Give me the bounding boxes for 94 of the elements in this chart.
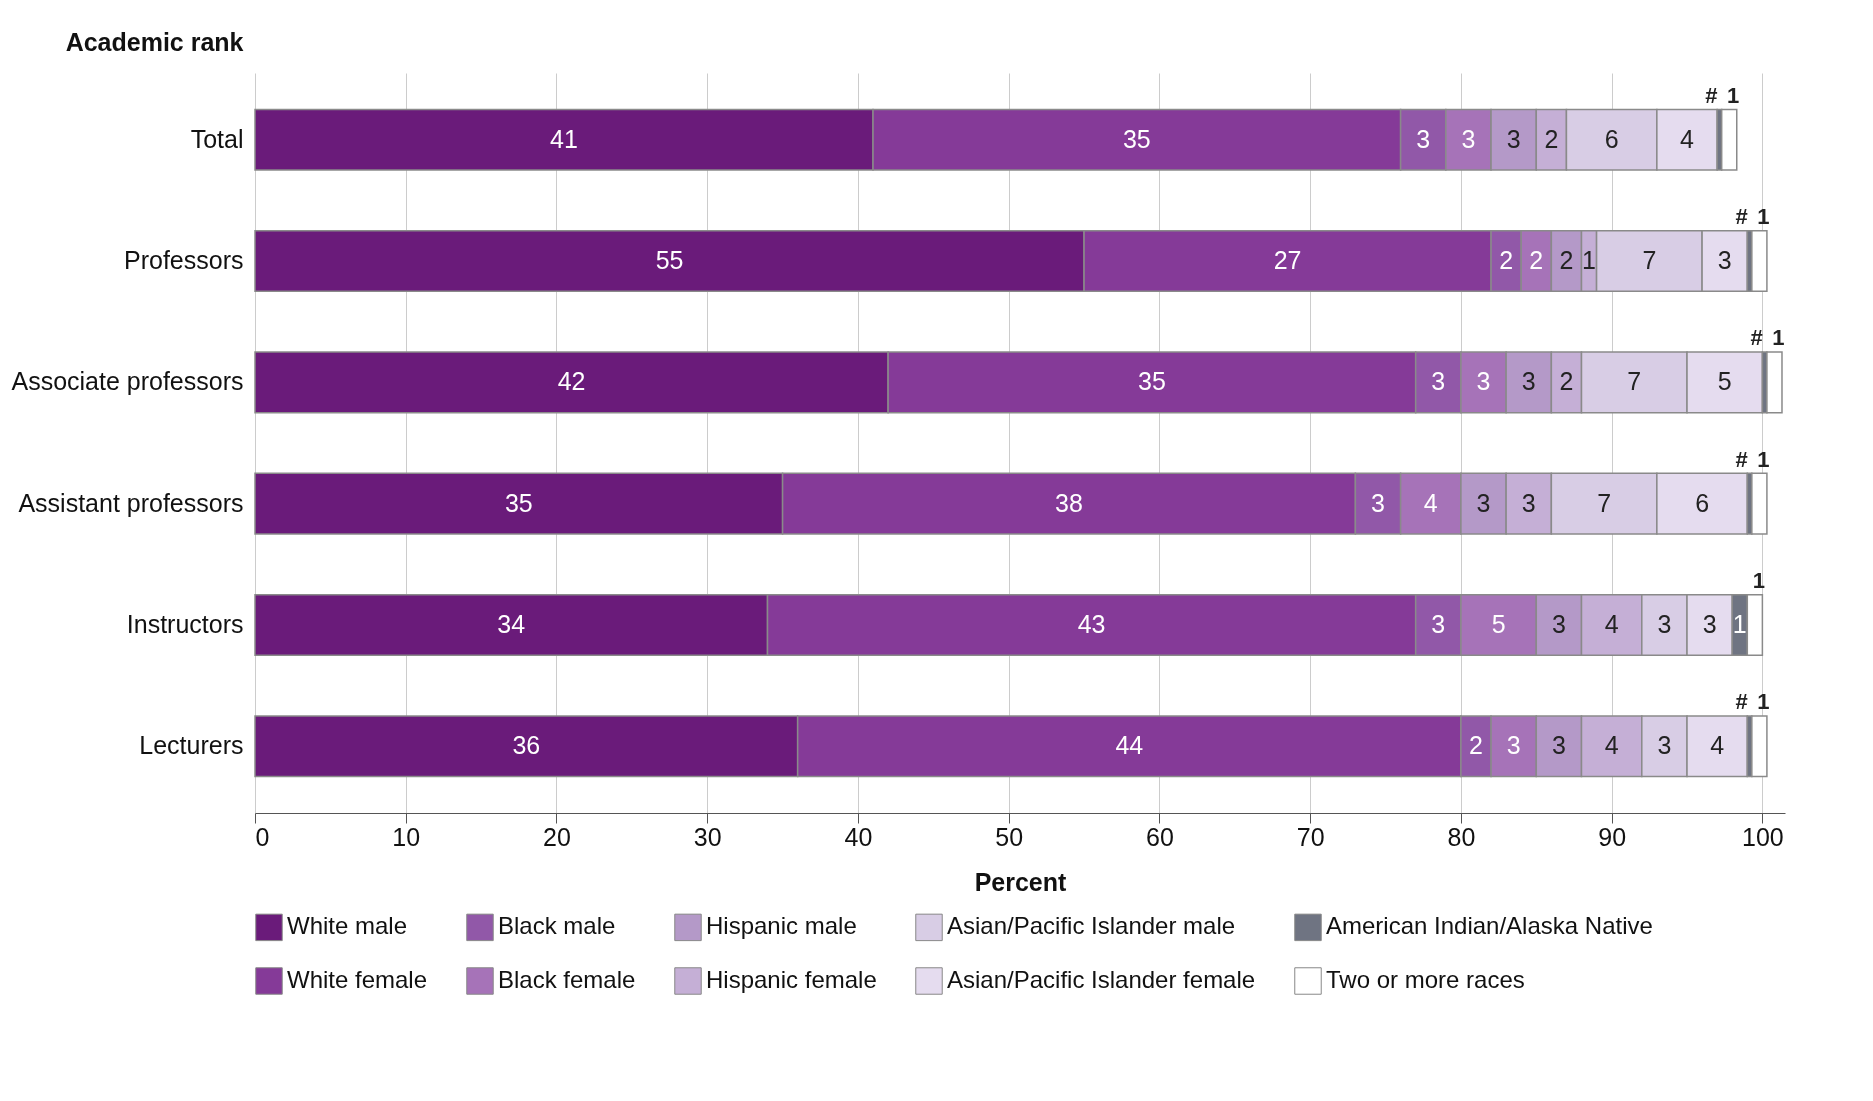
data-label: 2 (1559, 246, 1574, 275)
data-label: 43 (1077, 609, 1106, 638)
data-label: 3 (1657, 731, 1672, 760)
x-tick-label: 0 (255, 822, 270, 851)
data-label: 3 (1476, 367, 1491, 396)
legend-label: Asian/Pacific Islander female (947, 966, 1256, 993)
data-label: 3 (1657, 609, 1672, 638)
bar (1751, 472, 1768, 535)
data-label: 2 (1559, 367, 1574, 396)
x-tick-label: 20 (543, 822, 571, 851)
data-label: 1 (1757, 446, 1770, 472)
data-label: 3 (1521, 367, 1536, 396)
data-label: 3 (1717, 246, 1732, 275)
data-label: 34 (497, 609, 526, 638)
x-tick-label: 90 (1598, 822, 1627, 851)
data-label: 4 (1680, 124, 1695, 153)
legend-label: Hispanic male (706, 912, 857, 940)
data-label: 3 (1416, 124, 1431, 153)
x-tick-label: 50 (995, 822, 1024, 851)
x-tick-label: 70 (1296, 822, 1325, 851)
data-label: 3 (1461, 124, 1476, 153)
data-label: 2 (1529, 246, 1544, 275)
y-tick-label: Associate professors (11, 367, 244, 396)
data-label: 44 (1115, 731, 1144, 760)
data-label: 2 (1499, 246, 1514, 275)
legend-label: Black male (498, 912, 616, 940)
y-tick-label: Lecturers (139, 731, 244, 760)
data-label: # (1735, 689, 1748, 715)
data-label: 3 (1551, 731, 1566, 760)
data-label: 2 (1544, 124, 1559, 153)
data-label: 1 (1582, 246, 1596, 275)
data-label: # (1735, 204, 1748, 230)
data-label: 1 (1757, 204, 1770, 230)
data-label: # (1705, 82, 1718, 108)
data-label: 35 (1137, 367, 1166, 396)
legend-label: Asian/Pacific Islander male (947, 912, 1236, 940)
data-label: 4 (1604, 609, 1619, 638)
data-label: 55 (655, 246, 684, 275)
bar (1751, 229, 1768, 293)
data-label: 27 (1273, 246, 1302, 275)
data-label: 1 (1732, 609, 1747, 638)
data-label: 42 (557, 367, 586, 396)
data-label: 3 (1476, 488, 1491, 517)
data-label: 3 (1521, 488, 1536, 517)
data-label: 6 (1604, 124, 1619, 153)
x-tick-label: 100 (1742, 822, 1784, 851)
data-label: 4 (1710, 731, 1725, 760)
data-label: 35 (1122, 124, 1151, 153)
bar (1766, 351, 1783, 414)
data-label: 1 (1772, 325, 1785, 351)
data-label: 7 (1642, 246, 1657, 275)
data-label: 3 (1371, 488, 1385, 517)
y-tick-label: Assistant professors (18, 488, 244, 517)
y-axis-title: Academic rank (65, 27, 244, 56)
x-tick-label: 80 (1447, 822, 1476, 851)
legend-label: Two or more races (1326, 966, 1525, 993)
bar (1720, 108, 1738, 171)
x-tick-label: 60 (1146, 822, 1174, 851)
data-label: 1 (1752, 567, 1765, 593)
y-tick-label: Instructors (126, 609, 244, 638)
legend-label: White female (287, 966, 428, 993)
x-tick-label: 10 (392, 822, 421, 851)
data-label: 4 (1604, 731, 1619, 760)
x-tick-label: 40 (844, 822, 873, 851)
data-label: 38 (1055, 488, 1083, 517)
data-label: 3 (1506, 124, 1521, 153)
data-label: 7 (1627, 367, 1642, 396)
legend-label: White male (287, 912, 408, 940)
data-label: 3 (1702, 609, 1717, 638)
data-label: 5 (1717, 367, 1732, 396)
y-tick-label: Professors (124, 246, 244, 275)
legend-label: Black female (498, 966, 636, 993)
data-label: 6 (1695, 488, 1710, 517)
legend-label: American Indian/Alaska Native (1326, 912, 1653, 940)
data-label: 1 (1757, 689, 1770, 715)
data-label: 1 (1727, 82, 1740, 108)
data-label: 3 (1431, 367, 1446, 396)
data-label: # (1735, 446, 1748, 472)
data-label: 36 (512, 731, 541, 760)
x-tick-label: 30 (693, 822, 722, 851)
bar (1751, 715, 1768, 778)
legend-label: Hispanic female (706, 966, 877, 993)
data-label: 4 (1423, 488, 1438, 517)
data-label: 3 (1551, 609, 1566, 638)
data-label: 41 (550, 124, 578, 153)
data-label: 3 (1431, 609, 1446, 638)
data-label: # (1750, 325, 1763, 351)
x-axis-title: Percent (974, 867, 1068, 896)
data-label: 35 (504, 488, 533, 517)
data-label: 2 (1469, 731, 1483, 760)
y-tick-label: Total (190, 124, 244, 153)
data-label: 3 (1506, 731, 1521, 760)
data-label: 5 (1491, 609, 1506, 638)
data-label: 7 (1597, 488, 1612, 517)
